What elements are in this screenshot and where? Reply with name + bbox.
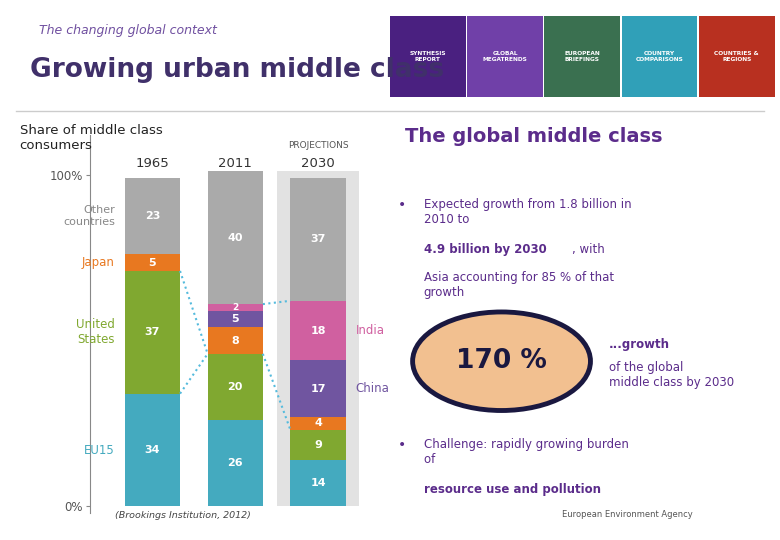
Bar [125, 271, 180, 394]
Text: 37: 37 [145, 327, 160, 338]
Text: 37: 37 [310, 234, 326, 245]
Text: Japan: Japan [82, 256, 115, 269]
Text: 26: 26 [228, 458, 243, 468]
Text: 2: 2 [232, 303, 239, 312]
Text: EU15: EU15 [84, 443, 115, 456]
Text: PROJECTIONS: PROJECTIONS [288, 141, 349, 150]
Bar [290, 417, 346, 430]
Text: ...growth: ...growth [609, 338, 670, 350]
Text: of the global
middle class by 2030: of the global middle class by 2030 [609, 361, 734, 389]
Bar [290, 460, 346, 507]
Bar [207, 304, 263, 310]
Bar [125, 178, 180, 254]
Text: Other
countries: Other countries [63, 205, 115, 227]
Text: (Brookings Institution, 2012): (Brookings Institution, 2012) [115, 511, 250, 521]
Text: 40: 40 [228, 233, 243, 243]
Text: 14: 14 [310, 478, 326, 488]
Text: Asia accounting for 85 % of that
growth: Asia accounting for 85 % of that growth [424, 271, 614, 299]
Bar [290, 361, 346, 417]
Text: •: • [398, 198, 406, 212]
Bar [290, 301, 346, 361]
Text: EUROPEAN
BRIEFINGS: EUROPEAN BRIEFINGS [565, 51, 600, 62]
Text: China: China [356, 382, 389, 395]
Text: 20: 20 [228, 382, 243, 392]
Text: Growing urban middle class: Growing urban middle class [30, 57, 444, 83]
Bar [207, 172, 263, 304]
Text: 2030: 2030 [301, 157, 335, 170]
Bar [125, 254, 180, 271]
Bar [207, 354, 263, 420]
Text: COUNTRY
COMPARISONS: COUNTRY COMPARISONS [636, 51, 683, 62]
Text: •: • [398, 438, 406, 452]
FancyBboxPatch shape [277, 172, 360, 507]
Text: 5: 5 [149, 258, 156, 268]
Text: 4.9 billion by 2030: 4.9 billion by 2030 [424, 243, 547, 256]
Text: European Environment Agency: European Environment Agency [562, 510, 693, 519]
Bar [207, 420, 263, 507]
Ellipse shape [413, 312, 590, 410]
Bar [290, 178, 346, 301]
Text: SYNTHESIS
REPORT: SYNTHESIS REPORT [410, 51, 446, 62]
Bar [290, 430, 346, 460]
Text: GLOBAL
MEGATRENDS: GLOBAL MEGATRENDS [483, 51, 527, 62]
Text: 1965: 1965 [136, 157, 169, 170]
Text: 170 %: 170 % [456, 348, 547, 374]
Text: resource use and pollution: resource use and pollution [424, 483, 601, 496]
Text: , with: , with [572, 243, 604, 256]
Text: COUNTRIES &
REGIONS: COUNTRIES & REGIONS [714, 51, 759, 62]
Text: 4: 4 [314, 418, 322, 428]
Text: India: India [356, 324, 385, 337]
Text: Expected growth from 1.8 billion in
2010 to: Expected growth from 1.8 billion in 2010… [424, 198, 631, 226]
Text: 17: 17 [310, 383, 326, 394]
Text: The changing global context: The changing global context [39, 24, 217, 37]
Text: Challenge: rapidly growing burden
of: Challenge: rapidly growing burden of [424, 438, 629, 466]
Text: 8: 8 [232, 335, 239, 346]
Bar [207, 327, 263, 354]
Text: 2011: 2011 [218, 157, 252, 170]
Bar [125, 394, 180, 507]
Text: 9: 9 [314, 440, 322, 450]
Bar [207, 310, 263, 327]
Text: The global middle class: The global middle class [406, 127, 663, 146]
Text: Share of middle class
consumers: Share of middle class consumers [20, 124, 162, 152]
Text: 18: 18 [310, 326, 326, 336]
Text: United
States: United States [76, 318, 115, 346]
Text: 5: 5 [232, 314, 239, 324]
Text: 34: 34 [144, 445, 160, 455]
Text: 23: 23 [145, 211, 160, 221]
